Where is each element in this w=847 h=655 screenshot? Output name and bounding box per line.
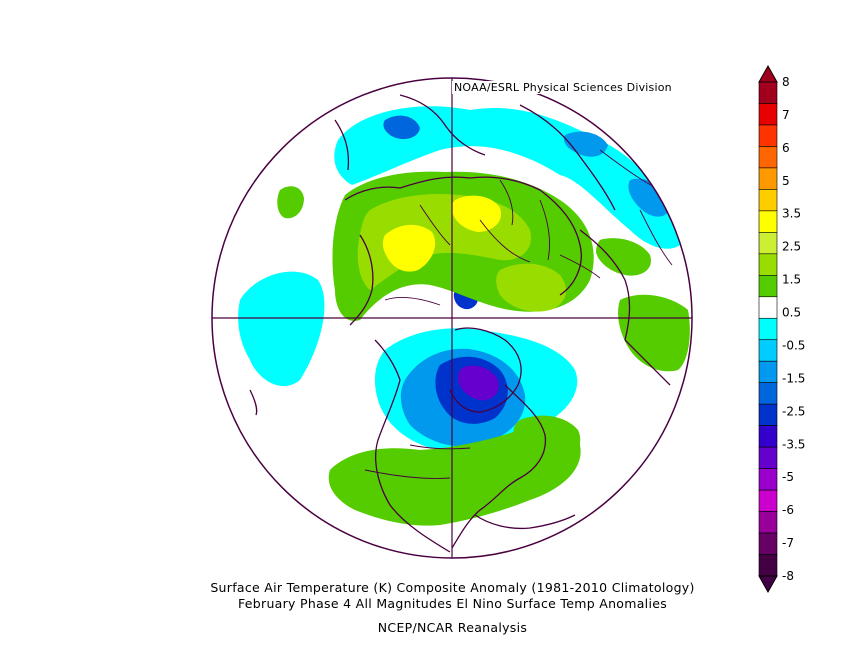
colorbar-box: [758, 382, 778, 405]
warm-anomaly-far-east: [596, 238, 651, 276]
colorbar-tick-label: 0.5: [782, 306, 801, 320]
caption-source: NCEP/NCAR Reanalysis: [377, 620, 528, 635]
colorbar-arrow-top: [758, 64, 778, 83]
colorbar-box: [758, 339, 778, 362]
anomaly-field: [238, 106, 690, 526]
colorbar-box: [758, 425, 778, 448]
colorbar-box: [758, 146, 778, 169]
colorbar-tick-label: 1.5: [782, 273, 801, 287]
colorbar-tick-label: -7: [782, 536, 794, 550]
colorbar-tick-label: -5: [782, 470, 794, 484]
colorbar-box: [758, 532, 778, 555]
colorbar-tick-label: 7: [782, 108, 790, 122]
colorbar-arrow-bottom: [758, 575, 778, 594]
colorbar-tick-label: 5: [782, 174, 790, 188]
cold-core-hudson: [458, 365, 499, 401]
colorbar-boxes: [758, 64, 778, 594]
colorbar-box: [758, 253, 778, 276]
cold-spot-east-asia: [628, 178, 672, 217]
colorbar-tick-label: -6: [782, 503, 794, 517]
cold-anomaly-pacific-west: [238, 271, 325, 387]
colorbar-box: [758, 489, 778, 512]
colorbar-box: [758, 210, 778, 233]
caption-title: Surface Air Temperature (K) Composite An…: [210, 580, 695, 595]
warm-core-europe: [382, 224, 436, 272]
colorbar-tick-label: 3.5: [782, 207, 801, 221]
colorbar-box: [758, 554, 778, 577]
colorbar-labels: 8 7 6 5 3.5 2.5 1.5 0.5 -0.5 -1.5 -2.5 -3.5 -5 -6 -7 -8: [782, 75, 805, 583]
colorbar-tick-label: 2.5: [782, 240, 801, 254]
colorbar-tick-label: 6: [782, 141, 790, 155]
colorbar-tick-label: -1.5: [782, 371, 805, 385]
warm-anomaly-atlantic: [513, 415, 581, 463]
colorbar-tick-label: 8: [782, 75, 790, 89]
warm-anomaly-usa: [328, 425, 581, 526]
credit-label: NOAA/ESRL Physical Sciences Division: [452, 81, 674, 94]
colorbar-tick-label: -2.5: [782, 404, 805, 418]
colorbar-box: [758, 189, 778, 212]
warm-anomaly-alaska-spot: [277, 186, 304, 219]
warm-anomaly-china: [496, 263, 567, 312]
colorbar-box: [758, 167, 778, 190]
caption-subtitle: February Phase 4 All Magnitudes El Nino …: [237, 596, 668, 611]
warm-anomaly-pacific: [618, 294, 690, 372]
colorbar-box: [758, 232, 778, 255]
colorbar-box: [758, 403, 778, 426]
colorbar-box: [758, 275, 778, 298]
colorbar-box: [758, 360, 778, 383]
colorbar-box: [758, 446, 778, 469]
colorbar-tick-label: -8: [782, 569, 794, 583]
colorbar: 8 7 6 5 3.5 2.5 1.5 0.5 -0.5 -1.5 -2.5 -3.5 -5 -6 -7 -8: [758, 64, 805, 594]
colorbar-box: [758, 124, 778, 147]
cold-spot-arctic: [383, 115, 420, 140]
coastlines: [249, 94, 671, 553]
colorbar-tick-label: -3.5: [782, 437, 805, 451]
warm-core-russia: [451, 195, 502, 232]
colorbar-box: [758, 317, 778, 341]
colorbar-tick-label: -0.5: [782, 338, 805, 352]
colorbar-box: [758, 468, 778, 491]
colorbar-box: [758, 81, 778, 104]
colorbar-box: [758, 296, 778, 319]
colorbar-box: [758, 511, 778, 534]
colorbar-box: [758, 103, 778, 126]
